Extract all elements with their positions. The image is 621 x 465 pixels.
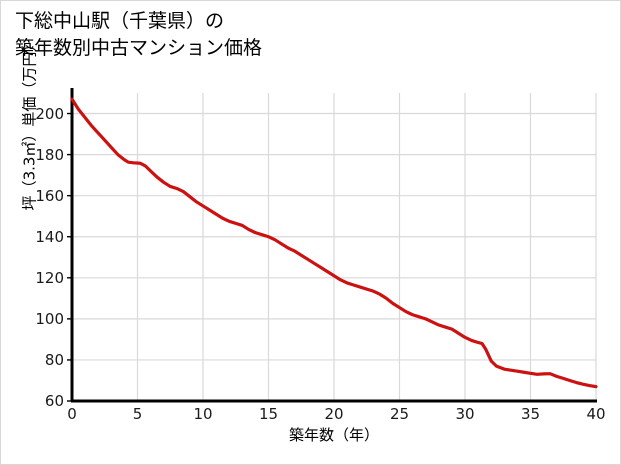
y-tick-label: 120 <box>35 268 64 287</box>
y-axis-title: 坪（3.3㎡）単価（万円） <box>20 36 39 211</box>
y-tick-label: 200 <box>35 104 64 123</box>
data-line-series <box>70 97 598 389</box>
x-tick-label: 30 <box>455 405 475 423</box>
x-tick-label: 0 <box>67 405 77 423</box>
gridlines <box>72 93 597 401</box>
y-tick-label: 180 <box>35 145 64 164</box>
x-tick-label: 20 <box>324 405 344 423</box>
x-tick-label: 40 <box>586 405 606 423</box>
x-tick-label: 35 <box>520 405 541 423</box>
x-tick-label: 25 <box>389 405 410 423</box>
tick-marks <box>67 112 72 402</box>
y-tick-label: 160 <box>35 186 64 205</box>
data-series-layer <box>70 97 598 389</box>
x-tick-label: 15 <box>258 405 279 423</box>
axis-lines <box>70 88 597 403</box>
y-tick-label: 80 <box>44 350 64 369</box>
chart-title: 下総中山駅（千葉県）の 築年数別中古マンション価格 <box>15 10 263 59</box>
y-tick-label: 140 <box>35 227 64 246</box>
x-tick-label: 10 <box>193 405 213 423</box>
x-axis-title: 築年数（年） <box>288 426 379 444</box>
x-tick-label: 5 <box>132 405 143 423</box>
y-tick-label: 100 <box>35 309 64 328</box>
y-tick-label: 60 <box>44 392 64 410</box>
